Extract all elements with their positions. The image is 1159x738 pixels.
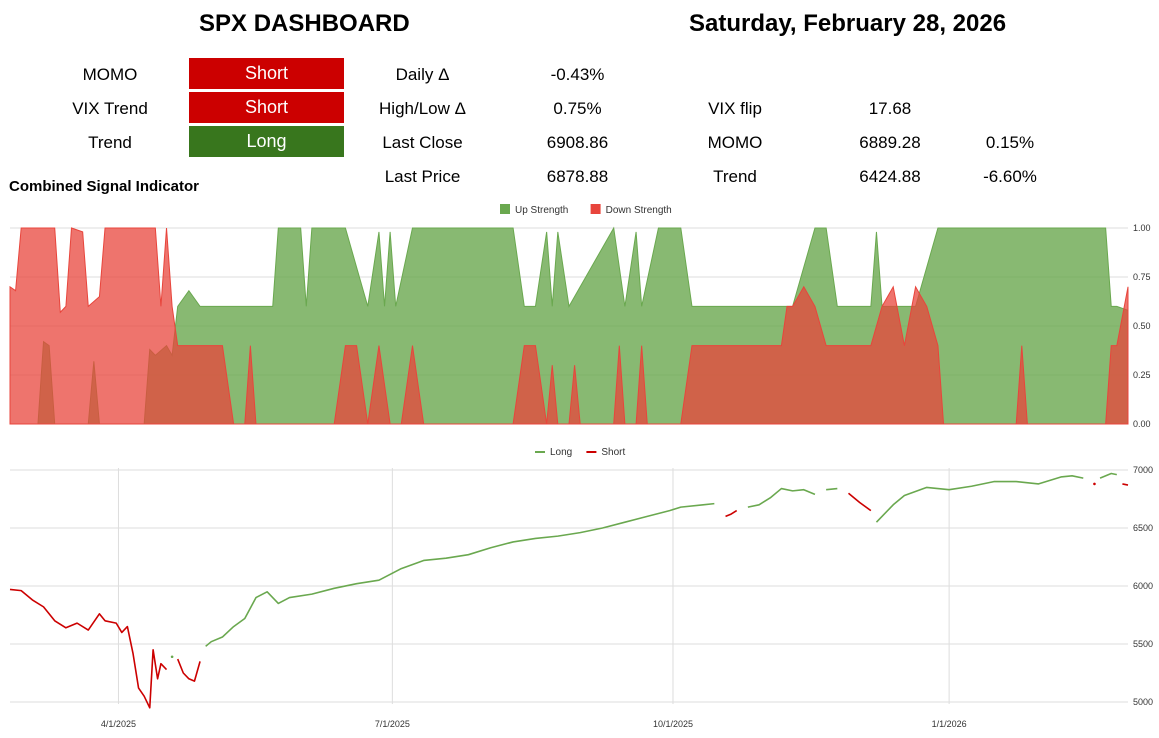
- x-tick-label-3: 1/1/2026: [932, 719, 967, 729]
- stat-value-highlow-delta: 0.75%: [553, 99, 602, 118]
- y-tick-label-0: 5000: [1133, 697, 1153, 707]
- y-tick-label-1: 0.25: [1133, 370, 1151, 380]
- y-tick-label-3: 0.75: [1133, 272, 1151, 282]
- signal-area-chart: Up Strength Down Strength 0.00 0.25 0.50 0.75…: [9, 204, 1151, 429]
- stat-value-last-price: 6878.88: [546, 167, 609, 186]
- price-segment-long-8: [875, 475, 1084, 523]
- stat-value-daily-delta: -0.43%: [550, 65, 605, 84]
- price-line-chart: Long Short 5000 5500 6000 6500 7000 4/1/2025 7/1…: [9, 447, 1153, 729]
- level-label-momo: MOMO: [707, 133, 763, 152]
- price-segment-short-0: [9, 588, 168, 709]
- legend-label-up: Up Strength: [515, 205, 568, 216]
- y-tick-label-2: 0.50: [1133, 321, 1151, 331]
- price-segment-short-11: [1122, 483, 1129, 486]
- level-label-vix-flip: VIX flip: [708, 99, 762, 118]
- signal-badge-trend: Long: [189, 126, 344, 157]
- x-tick-label-1: 7/1/2025: [375, 719, 410, 729]
- level-pct-trend: -6.60%: [983, 167, 1037, 186]
- stat-label-highlow-delta: High/Low Δ: [379, 99, 466, 118]
- level-value-momo: 6889.28: [859, 133, 921, 152]
- y-tick-label-3: 6500: [1133, 523, 1153, 533]
- level-label-trend: Trend: [713, 167, 757, 186]
- signal-label-trend: Trend: [88, 133, 132, 152]
- level-pct-momo: 0.15%: [985, 133, 1035, 152]
- stat-label-last-price: Last Price: [384, 167, 461, 186]
- price-segment-short-7: [847, 492, 872, 512]
- price-segment-long-10: [1099, 472, 1117, 479]
- signal-badge-momo: Short: [189, 58, 344, 89]
- signal-badge-vix-trend: Short: [189, 92, 344, 123]
- price-segment-long-6: [826, 487, 838, 491]
- y-tick-label-1: 5500: [1133, 639, 1153, 649]
- price-segment-short-9: [1093, 482, 1096, 486]
- legend-swatch-up: [500, 204, 510, 214]
- y-tick-label-2: 6000: [1133, 581, 1153, 591]
- signal-label-vix-trend: VIX Trend: [72, 99, 148, 118]
- legend-label-down: Down Strength: [606, 205, 672, 216]
- price-segment-short-2: [176, 658, 201, 682]
- level-value-trend: 6424.88: [859, 167, 921, 186]
- dashboard-date: Saturday, February 28, 2026: [689, 10, 1007, 37]
- x-tick-label-2: 10/1/2025: [653, 719, 693, 729]
- stat-value-last-close: 6908.86: [546, 133, 609, 152]
- level-value-vix-flip: 17.68: [868, 99, 912, 118]
- signal-chart-title: Combined Signal Indicator: [9, 178, 200, 195]
- price-segment-long-3: [205, 502, 715, 647]
- legend-swatch-down: [590, 204, 601, 214]
- price-segment-long-5: [747, 487, 816, 508]
- price-segment-short-4: [725, 509, 738, 518]
- area-down-strength: [9, 227, 1129, 425]
- y-tick-label-0: 0.00: [1133, 419, 1151, 429]
- y-tick-label-4: 1.00: [1133, 223, 1151, 233]
- stat-label-last-close: Last Close: [382, 133, 463, 152]
- legend-label-short: Short: [601, 447, 625, 458]
- dashboard-title: SPX DASHBOARD: [199, 10, 410, 37]
- y-tick-label-4: 7000: [1133, 465, 1153, 475]
- signal-label-momo: MOMO: [82, 65, 138, 84]
- price-segment-long-1: [170, 655, 174, 659]
- legend-label-long: Long: [550, 447, 572, 458]
- stat-label-daily-delta: Daily Δ: [395, 65, 450, 84]
- x-tick-label-0: 4/1/2025: [101, 719, 136, 729]
